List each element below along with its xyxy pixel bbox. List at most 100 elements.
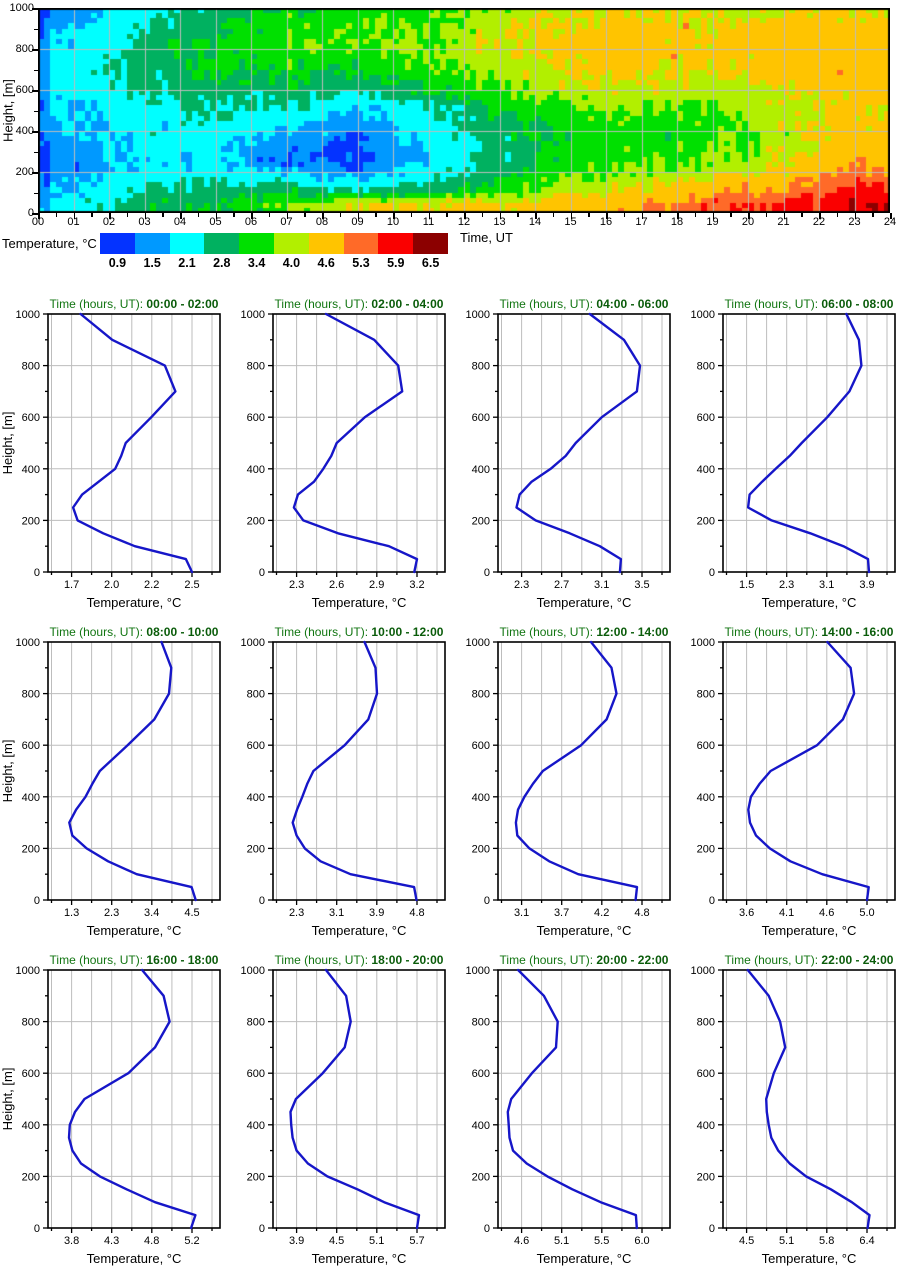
y-tick-label: 1000: [16, 637, 40, 649]
heatmap-x-tick-mark: [694, 213, 697, 217]
heatmap-x-tick-mark: [55, 213, 58, 217]
heatmap-y-tick-label: 0: [27, 207, 34, 219]
x-tick-label: 5.2: [184, 1235, 199, 1247]
heatmap-x-tick-label: 04: [173, 216, 187, 228]
heatmap-x-tick-mark: [481, 213, 484, 217]
x-tick-label: 4.8: [144, 1235, 159, 1247]
colorbar-label: Temperature, °C: [2, 236, 97, 251]
heatmap-y-tick-mark: [34, 28, 38, 30]
heatmap-y-tick-mark: [32, 172, 38, 174]
colorbar-tick-label: 3.4: [247, 256, 266, 270]
heatmap-y-tick-mark: [32, 49, 38, 51]
heatmap-x-tick-mark: [517, 213, 519, 217]
heatmap-x-tick-mark: [783, 213, 785, 219]
heatmap-x-tick-label: 20: [741, 216, 755, 228]
plot-frame: [47, 313, 221, 573]
heatmap-x-tick-label: 09: [351, 216, 364, 228]
heatmap-y-axis-label: Height, [m]: [0, 79, 16, 142]
heatmap-x-tick-mark: [606, 213, 608, 219]
y-tick-label: 200: [472, 515, 490, 527]
heatmap-x-tick-mark: [268, 213, 271, 217]
y-tick-label: 1000: [691, 965, 715, 977]
x-tick-label: 2.9: [369, 579, 384, 591]
y-tick-label: 200: [247, 843, 265, 855]
x-tick-label: 4.8: [409, 907, 424, 919]
y-tick-label: 200: [697, 1171, 715, 1183]
heatmap-x-tick-label: 02: [102, 216, 116, 228]
y-tick-label: 400: [22, 1120, 40, 1132]
profile-plot: 0 200 400 600 800 1000 2.3 3.1 3.9 4.8Temperature…: [241, 625, 446, 938]
plot-frame: [722, 641, 896, 901]
heatmap-x-tick-mark: [659, 213, 661, 217]
x-tick-label: 6.4: [859, 1235, 874, 1247]
x-tick-label: 3.7: [554, 907, 569, 919]
y-tick-label: 400: [697, 792, 715, 804]
x-tick-label: 1.3: [64, 907, 79, 919]
x-tick-label: 4.5: [329, 1235, 344, 1247]
heatmap-x-tick-mark: [890, 213, 892, 219]
heatmap-x-tick-mark: [180, 213, 182, 219]
x-tick-label: 3.2: [409, 579, 424, 591]
heatmap-x-tick-mark: [73, 213, 75, 219]
x-tick-label: 3.1: [819, 579, 834, 591]
y-tick-label: 600: [697, 740, 715, 752]
x-axis-label: Temperature, °C: [87, 595, 182, 610]
y-tick-label: 800: [697, 361, 715, 373]
heatmap-y-tick-mark: [34, 151, 38, 153]
y-tick-label: 0: [484, 567, 490, 579]
x-tick-label: 2.7: [554, 579, 569, 591]
heatmap-x-tick-label: 13: [493, 216, 506, 228]
heatmap-x-tick-mark: [623, 213, 626, 217]
heatmap-x-tick-mark: [286, 213, 288, 219]
x-tick-label: 6.0: [634, 1235, 649, 1247]
heatmap-x-tick-label: 16: [599, 216, 613, 228]
x-tick-label: 4.5: [739, 1235, 754, 1247]
y-tick-label: 400: [697, 464, 715, 476]
y-tick-label: 0: [484, 1223, 490, 1235]
heatmap-y-tick-mark: [32, 131, 38, 133]
y-tick-label: 200: [22, 843, 40, 855]
y-tick-label: 200: [472, 843, 490, 855]
y-tick-label: 0: [484, 895, 490, 907]
x-axis-label: Temperature, °C: [312, 1251, 407, 1266]
temperature-profile-line: [747, 640, 870, 902]
colorbar-swatch: [204, 233, 240, 254]
y-tick-label: 800: [697, 1017, 715, 1029]
colorbar-swatch: [413, 233, 448, 254]
heatmap-x-tick-mark: [819, 213, 821, 219]
colorbar-tick-label: 5.9: [387, 256, 405, 270]
y-tick-label: 0: [34, 895, 40, 907]
heatmap-canvas: [38, 8, 890, 213]
x-axis-label: Temperature, °C: [87, 923, 182, 938]
heatmap-y-tick-mark: [34, 69, 38, 71]
heatmap-x-tick-label: 05: [209, 216, 222, 228]
colorbar-tick-label: 4.6: [317, 256, 335, 270]
x-tick-label: 2.5: [184, 579, 199, 591]
profile-plot: 0 200 400 600 800 1000 4.5 5.1 5.8 6.4Temperature…: [691, 953, 896, 1266]
heatmap-x-tick-mark: [322, 213, 324, 219]
heatmap-x-tick-mark: [464, 213, 466, 219]
plot-frame: [497, 641, 671, 901]
colorbar-swatch: [274, 233, 309, 254]
x-tick-label: 3.9: [369, 907, 384, 919]
heatmap-x-tick-mark: [588, 213, 590, 217]
y-tick-label: 400: [472, 464, 490, 476]
x-tick-label: 3.1: [594, 579, 609, 591]
y-tick-label: 400: [22, 792, 40, 804]
profile-panel-2000: 0 200 400 600 800 1000 4.6 5.1 5.5 6.0 Temperature…: [450, 952, 675, 1280]
y-tick-label: 0: [709, 895, 715, 907]
y-tick-label: 600: [697, 1068, 715, 1080]
temperature-profile-line: [515, 312, 642, 574]
colorbar-tick-label: 5.3: [352, 256, 370, 270]
profile-panel-0600: 0 200 400 600 800 1000 1.5 2.3 3.1 3.9 Temperature…: [675, 296, 900, 624]
colorbar-tick-label: 4.0: [282, 256, 301, 270]
colorbar-swatch: [378, 233, 414, 254]
y-tick-label: 400: [247, 464, 265, 476]
profile-panel-0200: 0 200 400 600 800 1000 2.3 2.6 2.9 3.2 Temperature…: [225, 296, 450, 624]
y-tick-label: 800: [697, 689, 715, 701]
heatmap-figure: Height, [m] 00 01 02 03 04 05 06 07 08 09 10 11 12 13…: [0, 0, 900, 292]
panel-title: Time (hours, UT): 04:00 - 06:00: [500, 297, 669, 311]
y-tick-label: 600: [472, 740, 490, 752]
y-tick-label: 600: [247, 740, 265, 752]
y-tick-label: 1000: [241, 965, 265, 977]
